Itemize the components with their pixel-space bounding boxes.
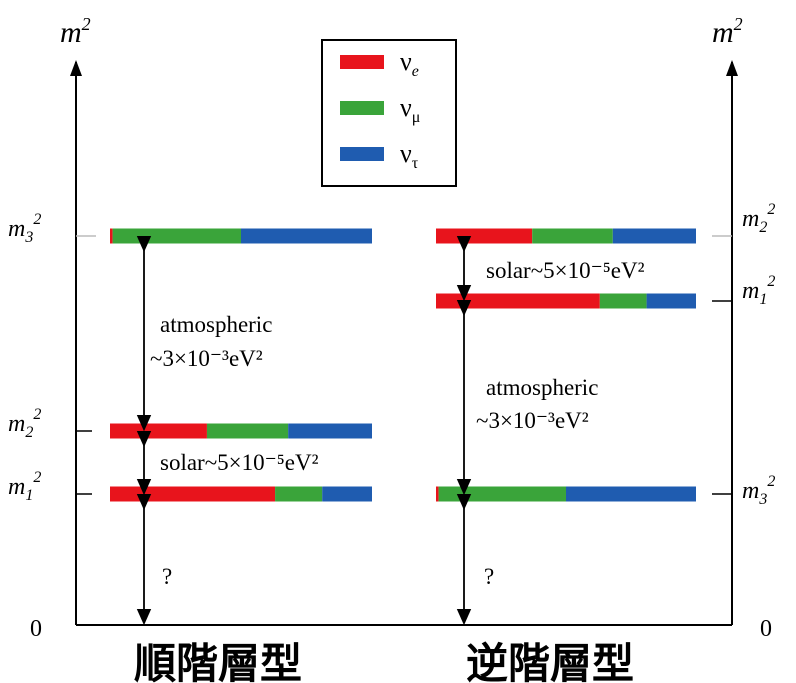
inverted-unknown-label: ? [484,564,494,589]
inverted-bar-3-nutau [566,486,696,502]
inverted-atmospheric-label: atmospheric [486,375,598,400]
inverted-atmospheric-value: ~3×10⁻³eV² [476,408,589,433]
level-ticks [76,235,732,495]
inverted-bar-2-numu [599,293,647,309]
legend-swatch-nutau [340,147,384,161]
zero-label-left: 0 [30,616,42,642]
inverted-solar-label: solar~5×10⁻⁵eV² [486,258,645,283]
inverted-level-label-m1: m12 [742,273,775,308]
inverted-bar-3-numu [438,486,566,502]
normal-level-label-m3: m32 [8,211,41,246]
normal-bar-2-numu [206,423,289,439]
inverted-bar-2-nue [436,293,600,309]
normal-solar-label: solar~5×10⁻⁵eV² [160,450,319,475]
normal-unknown-label: ? [162,564,172,589]
normal-bar-1-nue [110,228,113,244]
normal-bar-3-nue [110,486,276,502]
inverted-bar-1-numu [532,228,613,244]
right-axis-title: m2 [712,14,743,49]
normal-bar-1-nutau [241,228,372,244]
normal-bar-2-nutau [288,423,372,439]
legend-swatch-numu [340,101,384,115]
legend: νe νμ ντ [321,39,457,187]
inverted-bar-1-nutau [612,228,696,244]
inverted-hierarchy-caption: 逆階層型 [466,639,634,683]
inverted-bar-2-nutau [646,293,696,309]
normal-level-label-m2: m22 [8,406,41,441]
inverted-level-label-m2: m22 [742,201,775,236]
inverted-level-label-m3: m32 [742,473,775,508]
legend-swatch-nue [340,55,384,69]
normal-bar-3-numu [275,486,323,502]
left-axis [70,60,82,625]
inverted-bar-1-nue [436,228,533,244]
zero-label-right: 0 [760,616,772,642]
normal-level-label-m1: m12 [8,469,41,504]
normal-bar-3-nutau [322,486,372,502]
right-axis [726,60,738,625]
normal-hierarchy-caption: 順階層型 [134,639,302,683]
normal-bar-1-numu [112,228,242,244]
normal-bar-2-nue [110,423,207,439]
normal-atmospheric-value: ~3×10⁻³eV² [150,346,263,371]
inverted-bar-3-nue [436,486,439,502]
left-axis-title: m2 [60,14,91,49]
normal-atmospheric-label: atmospheric [160,312,272,337]
